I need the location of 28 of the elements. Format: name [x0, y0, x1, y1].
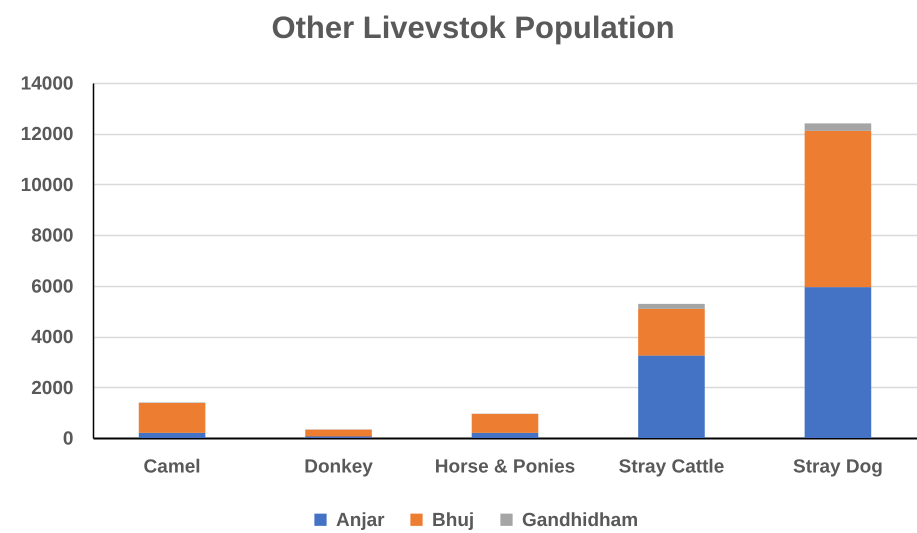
chart-title: Other Livevstok Population: [271, 10, 675, 45]
x-tick-label: Stray Cattle: [618, 456, 724, 478]
y-tick-label: 4000: [31, 327, 74, 348]
x-tick-label: Donkey: [304, 456, 374, 478]
y-tick-label: 10000: [20, 174, 74, 196]
bar: [804, 130, 872, 288]
x-tick-label: Camel: [144, 456, 201, 478]
x-tick-label: Stray Dog: [793, 456, 883, 478]
bar: [638, 308, 705, 356]
y-tick-label: 12000: [20, 124, 74, 146]
bar: [138, 403, 206, 433]
legend-label: Gandhidham: [522, 510, 638, 531]
bar: [804, 123, 872, 131]
y-tick-label: 0: [62, 428, 74, 450]
y-tick-label: 8000: [31, 226, 74, 247]
bar: [638, 304, 705, 309]
bar: [804, 287, 872, 438]
bar: [472, 414, 538, 433]
bar: [472, 432, 538, 438]
x-tick-label: Horse & Ponies: [434, 456, 576, 478]
legend-label: Anjar: [336, 510, 386, 531]
legend-label: Bhuj: [432, 510, 474, 531]
bar: [638, 356, 705, 438]
y-tick-label: 14000: [20, 74, 74, 94]
y-tick-label: 6000: [31, 276, 74, 298]
bar: [305, 430, 372, 436]
bar: [138, 432, 206, 438]
y-tick-label: 2000: [31, 378, 74, 399]
